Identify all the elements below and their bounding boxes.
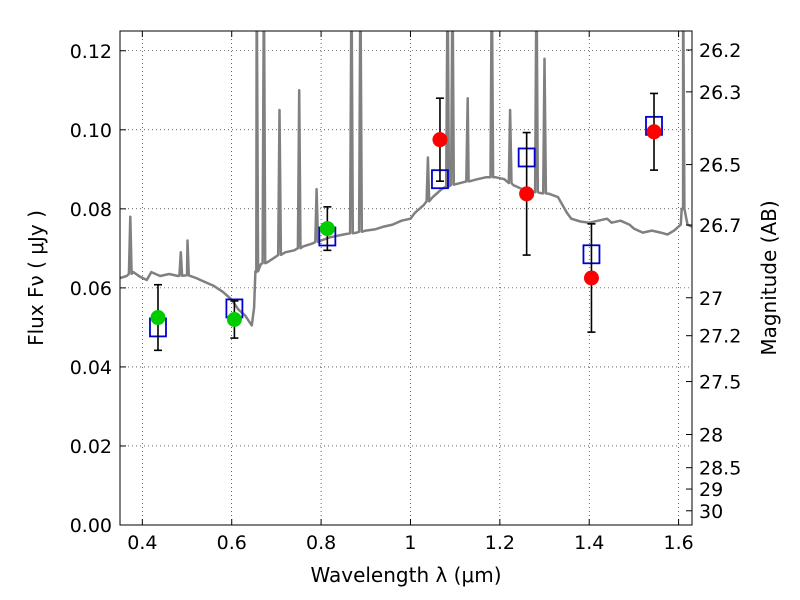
y-axis-label-left: Flux Fν ( μJy ) [24, 210, 48, 346]
nir-data-point [583, 270, 599, 286]
nir-data-point [646, 124, 662, 140]
optical-data-point [150, 310, 166, 326]
mag-tick-label: 27.5 [699, 372, 741, 394]
x-axis-label: Wavelength λ (μm) [310, 563, 501, 587]
optical-data-point [226, 311, 242, 327]
nir-data-point [432, 132, 448, 148]
y-tick-label: 0.00 [70, 515, 112, 537]
mag-tick-label: 26.2 [699, 40, 741, 62]
grid [120, 31, 692, 526]
y-tick-label: 0.02 [70, 436, 112, 458]
mag-tick-label: 27.2 [699, 326, 741, 348]
x-tick-label: 1.6 [663, 532, 693, 554]
spectrum-layer [120, 31, 692, 327]
x-tick-label: 1 [404, 532, 416, 554]
y-axis-label-right: Magnitude (AB) [757, 200, 781, 355]
mag-tick-label: 26.3 [699, 82, 741, 104]
x-tick-label: 0.6 [217, 532, 247, 554]
axes: 0.4 0.6 0.8 1 1.2 1.4 1.6 0.00 0.02 0.04 0.06 0.08 0… [70, 31, 741, 554]
mag-tick-label: 27 [699, 288, 723, 310]
mag-tick-label: 26.5 [699, 155, 741, 177]
x-tick-label: 1.4 [574, 532, 604, 554]
mag-tick-label: 28 [699, 424, 723, 446]
mag-tick-label: 29 [699, 479, 723, 501]
x-tick-label: 0.8 [306, 532, 336, 554]
y-tick-label: 0.08 [70, 199, 112, 221]
mag-tick-label: 30 [699, 501, 723, 523]
y-tick-label: 0.10 [70, 120, 112, 142]
sed-spectrum-line [120, 31, 692, 327]
y-tick-label: 0.12 [70, 41, 112, 63]
x-tick-label: 0.4 [127, 532, 157, 554]
mag-tick-label: 28.5 [699, 458, 741, 480]
marker-layer [149, 92, 663, 352]
nir-data-point [519, 186, 535, 202]
mag-tick-label: 26.7 [699, 215, 741, 237]
plot-frame [119, 30, 693, 526]
optical-data-point [319, 221, 335, 237]
y-tick-label: 0.06 [70, 278, 112, 300]
y-tick-label: 0.04 [70, 357, 112, 379]
x-tick-label: 1.2 [485, 532, 515, 554]
